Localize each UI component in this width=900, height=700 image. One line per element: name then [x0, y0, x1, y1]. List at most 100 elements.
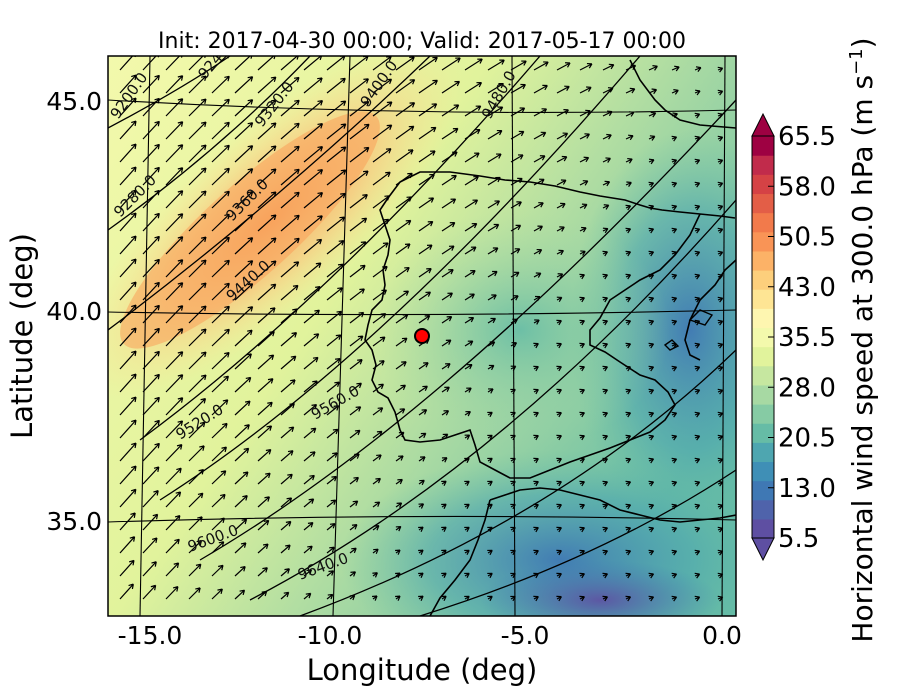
- wind-arrow: [303, 404, 318, 416]
- wind-arrow: [717, 342, 724, 349]
- wind-arrow: [395, 102, 416, 117]
- wind-arrow: [211, 564, 224, 577]
- wind-arrow: [694, 572, 701, 579]
- wind-arrow: [510, 526, 516, 533]
- wind-arrow: [418, 79, 438, 94]
- wind-arrow: [625, 503, 632, 510]
- wind-arrow: [211, 167, 230, 186]
- colorbar-tick-label: 58.0: [778, 172, 836, 202]
- wind-arrow: [303, 262, 322, 278]
- wind-arrow: [395, 478, 403, 485]
- wind-arrow: [625, 181, 632, 187]
- wind-arrow: [671, 250, 678, 257]
- wind-arrow: [188, 98, 207, 117]
- wind-arrow: [165, 515, 181, 531]
- wind-arrow: [717, 411, 724, 418]
- wind-arrow: [211, 282, 230, 301]
- wind-arrow: [717, 250, 724, 257]
- wind-arrow: [533, 295, 541, 302]
- wind-arrow: [671, 89, 679, 95]
- wind-arrow: [579, 273, 585, 280]
- wind-arrow: [234, 542, 247, 554]
- wind-arrow: [464, 434, 471, 440]
- wind-arrow: [579, 86, 592, 94]
- wind-arrow: [579, 572, 585, 579]
- wind-arrow: [395, 125, 415, 140]
- wind-arrow: [326, 310, 343, 324]
- wind-arrow: [326, 169, 347, 186]
- wind-arrow: [487, 457, 493, 464]
- wind-arrow: [418, 595, 424, 601]
- wind-arrow: [349, 476, 359, 485]
- wind-arrow: [165, 374, 184, 393]
- wind-arrow: [234, 214, 254, 232]
- wind-arrow: [188, 259, 207, 278]
- wind-arrow: [326, 593, 334, 600]
- wind-arrow: [119, 442, 137, 462]
- wind-arrow: [487, 549, 493, 556]
- wind-arrow: [625, 411, 632, 418]
- wind-arrow: [372, 195, 390, 209]
- wind-arrow: [556, 595, 562, 602]
- wind-arrow: [602, 180, 611, 187]
- wind-arrow: [671, 595, 678, 602]
- wind-arrow: [257, 354, 275, 370]
- wind-arrow: [464, 199, 479, 209]
- wind-arrow: [165, 562, 180, 577]
- wind-arrow: [119, 74, 137, 94]
- wind-arrow: [487, 59, 505, 71]
- wind-arrow: [395, 290, 409, 301]
- wind-arrow: [533, 225, 543, 232]
- wind-arrow: [280, 497, 293, 508]
- colorbar-segment: [752, 384, 774, 405]
- wind-arrow: [717, 526, 724, 533]
- wind-arrow: [188, 328, 207, 347]
- wind-arrow: [211, 493, 226, 508]
- wind-arrow: [717, 434, 724, 441]
- wind-arrow: [464, 363, 473, 370]
- wind-arrow: [234, 260, 254, 278]
- wind-arrow: [372, 148, 392, 163]
- wind-arrow: [694, 204, 701, 211]
- wind-arrow: [694, 319, 701, 326]
- wind-arrow: [372, 454, 382, 462]
- wind-arrow: [556, 388, 562, 395]
- wind-arrow: [257, 99, 277, 117]
- wind-arrow: [441, 339, 452, 347]
- height-contours: [108, 56, 736, 616]
- wind-arrow: [441, 151, 458, 163]
- wind-arrow: [464, 316, 475, 324]
- plot-title: Init: 2017-04-30 00:00; Valid: 2017-05-1…: [158, 29, 686, 54]
- wind-arrow: [625, 296, 632, 303]
- wind-arrow: [303, 474, 315, 485]
- wind-arrow: [602, 480, 608, 487]
- wind-arrow: [211, 517, 225, 531]
- wind-arrow: [280, 56, 299, 71]
- wind-arrow: [625, 365, 632, 372]
- wind-arrow: [372, 430, 383, 439]
- colorbar-tick-label: 65.5: [778, 122, 836, 152]
- wind-arrow: [119, 97, 137, 117]
- wind-arrow: [625, 273, 632, 280]
- wind-arrow: [533, 84, 548, 94]
- wind-arrow: [602, 388, 608, 395]
- wind-arrow: [510, 434, 516, 441]
- wind-arrow: [602, 273, 608, 280]
- wind-arrow: [165, 167, 184, 186]
- wind-arrow: [349, 241, 367, 255]
- wind-vector-field: [119, 56, 724, 602]
- wind-arrow: [188, 492, 204, 508]
- wind-arrow: [142, 537, 158, 554]
- wind-arrow: [648, 227, 655, 234]
- wind-arrow: [671, 480, 678, 487]
- wind-arrow: [280, 450, 294, 462]
- wind-arrow: [694, 595, 701, 602]
- wind-arrow: [464, 572, 470, 579]
- wind-arrow: [349, 217, 368, 232]
- wind-arrow: [441, 480, 447, 487]
- wind-arrow: [671, 365, 678, 372]
- wind-arrow: [625, 250, 632, 257]
- wind-arrow: [280, 544, 291, 554]
- wind-arrow: [556, 526, 562, 533]
- wind-arrow: [487, 388, 494, 394]
